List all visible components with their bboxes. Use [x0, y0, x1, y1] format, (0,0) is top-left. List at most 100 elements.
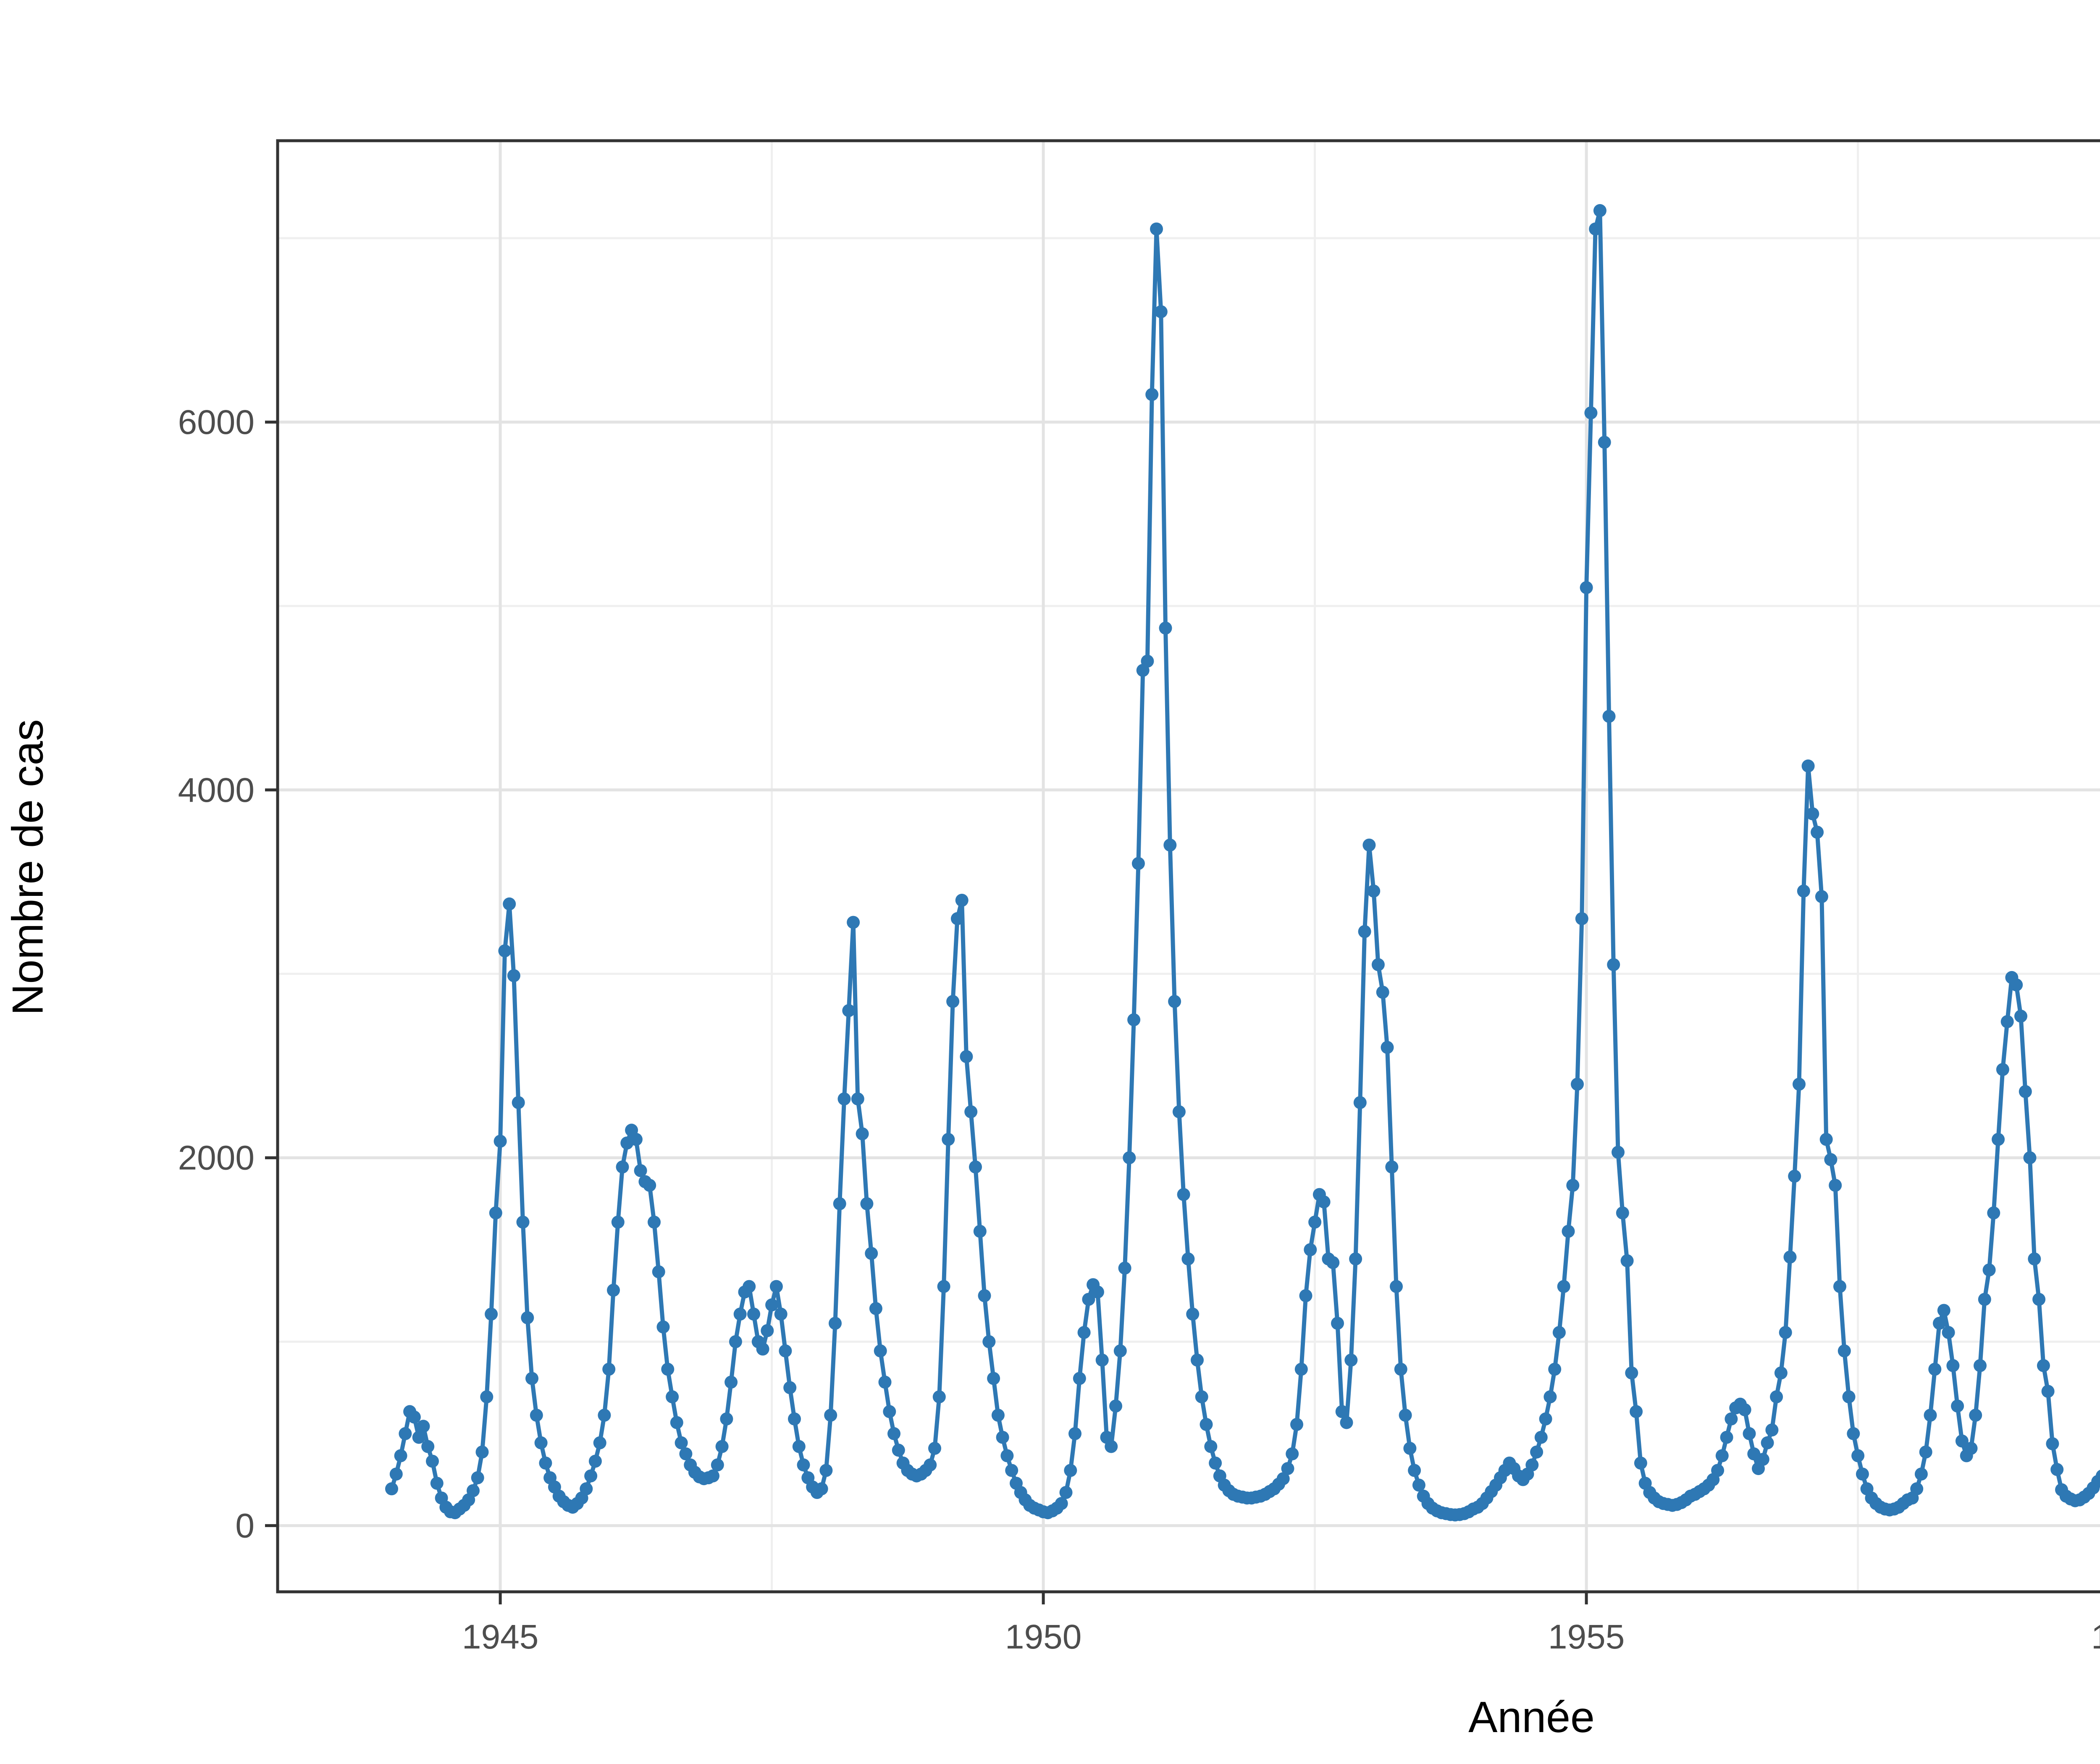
data-point	[987, 1372, 1000, 1385]
data-point	[1159, 621, 1172, 635]
data-point	[1168, 995, 1181, 1008]
data-point	[878, 1376, 892, 1389]
data-point	[1304, 1243, 1317, 1256]
data-point	[1200, 1418, 1213, 1431]
data-point	[670, 1416, 683, 1429]
data-point	[1743, 1427, 1756, 1440]
data-point	[1833, 1280, 1846, 1293]
data-point	[656, 1320, 670, 1334]
data-point	[1145, 388, 1159, 401]
data-point	[856, 1127, 869, 1141]
data-point	[1127, 1013, 1141, 1026]
data-point	[1059, 1486, 1073, 1499]
data-point	[1801, 759, 1815, 773]
data-point	[1580, 581, 1593, 594]
data-point	[530, 1409, 543, 1422]
data-point	[1575, 912, 1588, 925]
data-point	[1933, 1317, 1946, 1330]
data-point	[1005, 1464, 1018, 1477]
data-point	[847, 916, 860, 929]
data-point	[1914, 1467, 1928, 1481]
data-point	[1851, 1449, 1865, 1462]
data-point	[1163, 838, 1177, 852]
data-point	[1204, 1440, 1218, 1453]
data-point	[1181, 1252, 1195, 1265]
data-point	[1806, 807, 1819, 821]
data-point	[1987, 1206, 2000, 1220]
x-tick-label: 1960	[2091, 1618, 2100, 1656]
data-point	[824, 1409, 837, 1422]
data-point	[1385, 1160, 1399, 1173]
data-point	[1412, 1478, 1425, 1492]
data-point	[788, 1412, 801, 1425]
data-point	[1281, 1462, 1294, 1475]
data-point	[634, 1164, 647, 1177]
data-point	[1191, 1353, 1204, 1367]
data-point	[2046, 1437, 2059, 1450]
data-point	[842, 1004, 856, 1017]
data-point	[851, 1092, 864, 1105]
data-point	[761, 1324, 774, 1337]
data-point	[1408, 1464, 1421, 1477]
data-point	[2000, 1015, 2014, 1028]
data-point	[1131, 857, 1145, 870]
data-point	[1761, 1436, 1774, 1449]
data-point	[394, 1449, 407, 1462]
data-point	[539, 1457, 552, 1470]
data-point	[584, 1469, 598, 1483]
data-point	[2095, 1470, 2100, 1482]
data-point	[711, 1458, 724, 1472]
data-point	[1566, 1179, 1580, 1192]
data-point	[616, 1160, 629, 1173]
data-point	[485, 1307, 498, 1321]
data-point	[1376, 986, 1389, 999]
panel-border	[276, 139, 2100, 1593]
data-point	[1770, 1390, 1783, 1404]
data-point	[1552, 1326, 1566, 1339]
y-tick-label: 4000	[178, 771, 255, 809]
data-point	[675, 1436, 688, 1449]
data-point	[598, 1409, 611, 1422]
data-point	[747, 1307, 760, 1321]
data-point	[1824, 1153, 1838, 1166]
data-point	[1620, 1254, 1634, 1268]
data-point	[2023, 1151, 2037, 1165]
data-point	[629, 1133, 643, 1146]
data-point	[1308, 1215, 1322, 1229]
data-point	[1118, 1261, 1131, 1275]
data-point	[521, 1311, 534, 1324]
data-point	[819, 1464, 833, 1477]
data-point	[2032, 1293, 2046, 1306]
data-point	[1317, 1195, 1331, 1209]
data-point	[1589, 222, 1602, 236]
data-point	[715, 1440, 729, 1453]
data-point	[883, 1405, 896, 1418]
data-point	[937, 1280, 950, 1293]
data-point	[534, 1436, 548, 1449]
data-point	[1381, 1041, 1394, 1054]
data-point	[1978, 1293, 1991, 1306]
data-point	[1299, 1289, 1312, 1302]
data-point	[1924, 1409, 1937, 1422]
data-point	[1969, 1409, 1982, 1422]
data-point	[2019, 1085, 2032, 1098]
data-point	[1797, 885, 1810, 898]
data-point	[1548, 1362, 1562, 1376]
data-point	[1544, 1390, 1557, 1404]
data-point	[1290, 1418, 1303, 1431]
data-point	[1982, 1263, 1996, 1277]
data-point	[1358, 925, 1371, 938]
data-point	[1371, 958, 1385, 971]
data-point	[1172, 1105, 1186, 1118]
data-point	[1584, 406, 1598, 420]
data-point	[865, 1247, 878, 1260]
data-point	[1571, 1077, 1584, 1091]
data-point	[1937, 1304, 1950, 1317]
data-point	[1720, 1431, 1733, 1444]
x-axis-title: Année	[1468, 1693, 1595, 1742]
data-point	[1774, 1366, 1788, 1380]
data-point	[2050, 1463, 2064, 1476]
data-point	[964, 1105, 978, 1118]
data-point	[1630, 1405, 1643, 1418]
data-point	[679, 1447, 693, 1461]
